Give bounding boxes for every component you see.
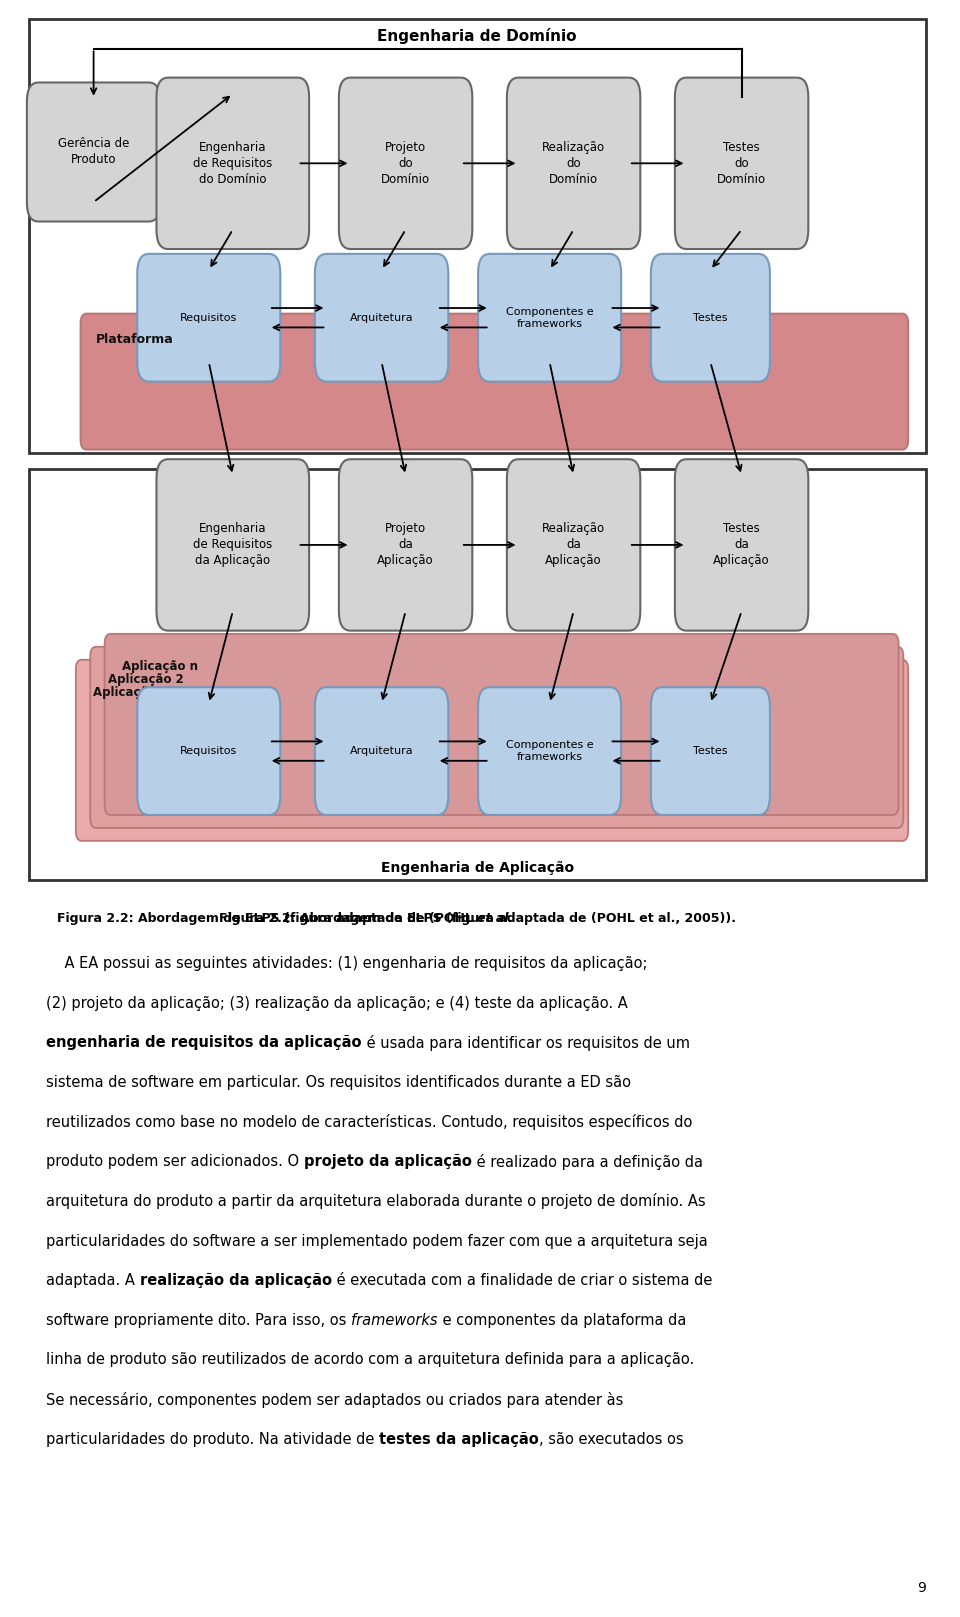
Text: Projeto
do
Domínio: Projeto do Domínio [381,141,430,186]
Text: Arquitetura: Arquitetura [349,745,414,757]
Text: particularidades do produto. Na atividade de: particularidades do produto. Na atividad… [46,1431,379,1447]
Text: é executada com a finalidade de criar o sistema de: é executada com a finalidade de criar o … [331,1273,712,1289]
FancyBboxPatch shape [339,459,472,631]
Bar [29,19,926,453]
Text: A EA possui as seguintes atividades: (1) engenharia de requisitos da aplicação;: A EA possui as seguintes atividades: (1)… [46,956,648,972]
Text: Realização
do
Domínio: Realização do Domínio [542,141,605,186]
FancyBboxPatch shape [137,687,280,815]
FancyBboxPatch shape [315,687,448,815]
Text: particularidades do software a ser implementado podem fazer com que a arquitetur: particularidades do software a ser imple… [46,1234,708,1248]
Bar [29,469,926,880]
Text: (2) projeto da aplicação; (3) realização da aplicação; e (4) teste da aplicação.: (2) projeto da aplicação; (3) realização… [46,996,628,1011]
Text: e componentes da plataforma da: e componentes da plataforma da [438,1313,686,1328]
FancyBboxPatch shape [478,687,621,815]
FancyBboxPatch shape [507,459,640,631]
FancyBboxPatch shape [675,459,808,631]
Text: reutilizados como base no modelo de características. Contudo, requisitos específ: reutilizados como base no modelo de cara… [46,1114,692,1130]
FancyBboxPatch shape [27,82,160,222]
Text: software propriamente dito. Para isso, os: software propriamente dito. Para isso, o… [46,1313,351,1328]
Text: Engenharia
de Requisitos
do Domínio: Engenharia de Requisitos do Domínio [193,141,273,186]
Text: Testes: Testes [693,745,728,757]
FancyBboxPatch shape [90,647,903,828]
FancyBboxPatch shape [478,254,621,382]
FancyBboxPatch shape [507,78,640,249]
Text: é usada para identificar os requisitos de um: é usada para identificar os requisitos d… [362,1035,689,1051]
FancyBboxPatch shape [156,459,309,631]
Text: Gerência de
Produto: Gerência de Produto [58,137,130,167]
Text: Engenharia de Domínio: Engenharia de Domínio [377,27,577,44]
FancyBboxPatch shape [675,78,808,249]
Text: 9: 9 [918,1581,926,1594]
Text: Componentes e
frameworks: Componentes e frameworks [506,307,593,328]
FancyBboxPatch shape [137,254,280,382]
Text: Plataforma: Plataforma [96,333,174,346]
Text: Figura 2.2: Abordagem de ELPS (figura adaptada de (POHL et al., 2005)).: Figura 2.2: Abordagem de ELPS (figura ad… [219,912,735,925]
FancyBboxPatch shape [651,687,770,815]
Text: et al.: et al. [477,912,514,925]
Text: é realizado para a definição da: é realizado para a definição da [471,1155,703,1169]
Text: Engenharia
de Requisitos
da Aplicação: Engenharia de Requisitos da Aplicação [193,522,273,568]
Text: Se necessário, componentes podem ser adaptados ou criados para atender às: Se necessário, componentes podem ser ada… [46,1392,623,1407]
Text: , são executados os: , são executados os [539,1431,684,1447]
Text: engenharia de requisitos da aplicação: engenharia de requisitos da aplicação [46,1035,362,1051]
Text: Arquitetura: Arquitetura [349,312,414,323]
Text: Engenharia de Aplicação: Engenharia de Aplicação [380,862,574,875]
Text: Realização
da
Aplicação: Realização da Aplicação [542,522,605,568]
Text: Testes
da
Aplicação: Testes da Aplicação [713,522,770,568]
Text: Projeto
da
Aplicação: Projeto da Aplicação [377,522,434,568]
Text: Testes
do
Domínio: Testes do Domínio [717,141,766,186]
Text: Aplicação 1: Aplicação 1 [93,686,169,699]
Text: realização da aplicação: realização da aplicação [139,1273,331,1289]
FancyBboxPatch shape [156,78,309,249]
Text: Testes: Testes [693,312,728,323]
Text: sistema de software em particular. Os requisitos identificados durante a ED são: sistema de software em particular. Os re… [46,1075,631,1090]
FancyBboxPatch shape [76,660,908,841]
Text: Figura 2.2: Abordagem de ELPS (figura adaptada de (POHL: Figura 2.2: Abordagem de ELPS (figura ad… [57,912,477,925]
Text: Requisitos: Requisitos [180,745,237,757]
FancyBboxPatch shape [315,254,448,382]
Text: Aplicação 2: Aplicação 2 [108,673,183,686]
Text: projeto da aplicação: projeto da aplicação [303,1155,471,1169]
FancyBboxPatch shape [81,314,908,450]
FancyBboxPatch shape [339,78,472,249]
Text: Requisitos: Requisitos [180,312,237,323]
Text: frameworks: frameworks [351,1313,438,1328]
Text: Aplicação n: Aplicação n [122,660,198,673]
Text: arquitetura do produto a partir da arquitetura elaborada durante o projeto de do: arquitetura do produto a partir da arqui… [46,1193,706,1210]
Text: adaptada. A: adaptada. A [46,1273,139,1289]
FancyBboxPatch shape [651,254,770,382]
Text: Componentes e
frameworks: Componentes e frameworks [506,741,593,762]
Text: testes da aplicação: testes da aplicação [379,1431,539,1447]
Text: produto podem ser adicionados. O: produto podem ser adicionados. O [46,1155,303,1169]
Text: linha de produto são reutilizados de acordo com a arquitetura definida para a ap: linha de produto são reutilizados de aco… [46,1352,694,1368]
FancyBboxPatch shape [105,634,899,815]
